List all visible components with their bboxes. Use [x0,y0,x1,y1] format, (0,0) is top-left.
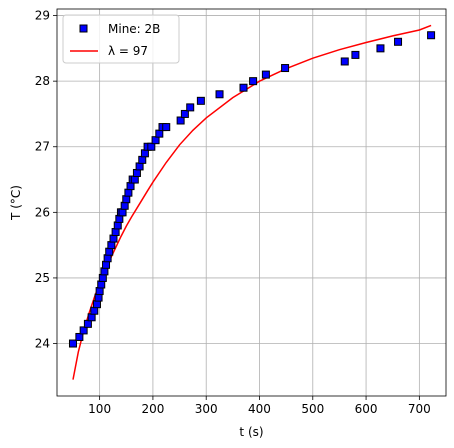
data-point [95,287,104,296]
data-point [94,293,103,302]
data-point [162,123,171,132]
data-point [130,175,139,184]
data-point [68,339,77,348]
data-point [135,162,144,171]
data-point [102,260,111,269]
legend-marker-square [79,24,88,33]
data-point [351,50,360,59]
data-markers [68,31,436,348]
data-point [281,64,290,73]
y-tick-label: 24 [35,337,50,351]
y-tick-label: 25 [35,271,50,285]
data-point [92,300,101,309]
data-point [126,182,135,191]
data-point [90,306,99,315]
data-point [249,77,258,86]
y-tick-label: 29 [35,9,50,23]
data-point [109,234,118,243]
data-point [261,70,270,79]
data-point [103,254,112,263]
y-tick-label: 28 [35,74,50,88]
data-point [376,44,385,53]
data-point [113,221,122,230]
data-point [87,313,96,322]
data-point [83,319,92,328]
data-point [155,129,164,138]
data-point [186,103,195,112]
x-tick-label: 700 [408,402,431,416]
x-tick-label: 600 [355,402,378,416]
data-point [239,83,248,92]
data-point [107,241,116,250]
data-point [100,267,109,276]
data-point [140,149,149,158]
x-tick-label: 200 [141,402,164,416]
data-point [97,280,106,289]
x-axis-label: t (s) [239,425,263,439]
data-point [147,142,156,151]
data-point [394,37,403,46]
data-point [132,168,141,177]
data-point [118,208,127,217]
y-axis-label: T (°C) [9,185,23,221]
data-point [111,228,120,237]
data-point [427,31,436,40]
legend-label-mine: Mine: 2B [108,22,160,36]
plot-frame [56,8,447,397]
data-point [151,136,160,145]
x-tick-label: 400 [248,402,271,416]
axis-ticks: 100 200 300 400 500 600 700 24 25 26 27 28 29 [35,9,431,416]
grid [57,9,446,396]
data-point [120,201,129,210]
y-tick-label: 27 [35,140,50,154]
data-point [122,195,131,204]
x-tick-label: 300 [195,402,218,416]
data-point [115,214,124,223]
data-point [196,96,205,105]
legend: Mine: 2B λ = 97 [62,14,180,64]
data-point [124,188,133,197]
data-point [180,109,189,118]
data-point [340,57,349,66]
data-point [105,247,114,256]
x-tick-label: 100 [88,402,111,416]
data-point [98,273,107,282]
data-point [75,332,84,341]
data-point [176,116,185,125]
y-tick-label: 26 [35,205,50,219]
data-point [79,326,88,335]
x-tick-label: 500 [301,402,324,416]
legend-label-lambda: λ = 97 [108,44,148,58]
data-point [138,155,147,164]
data-point [215,90,224,99]
